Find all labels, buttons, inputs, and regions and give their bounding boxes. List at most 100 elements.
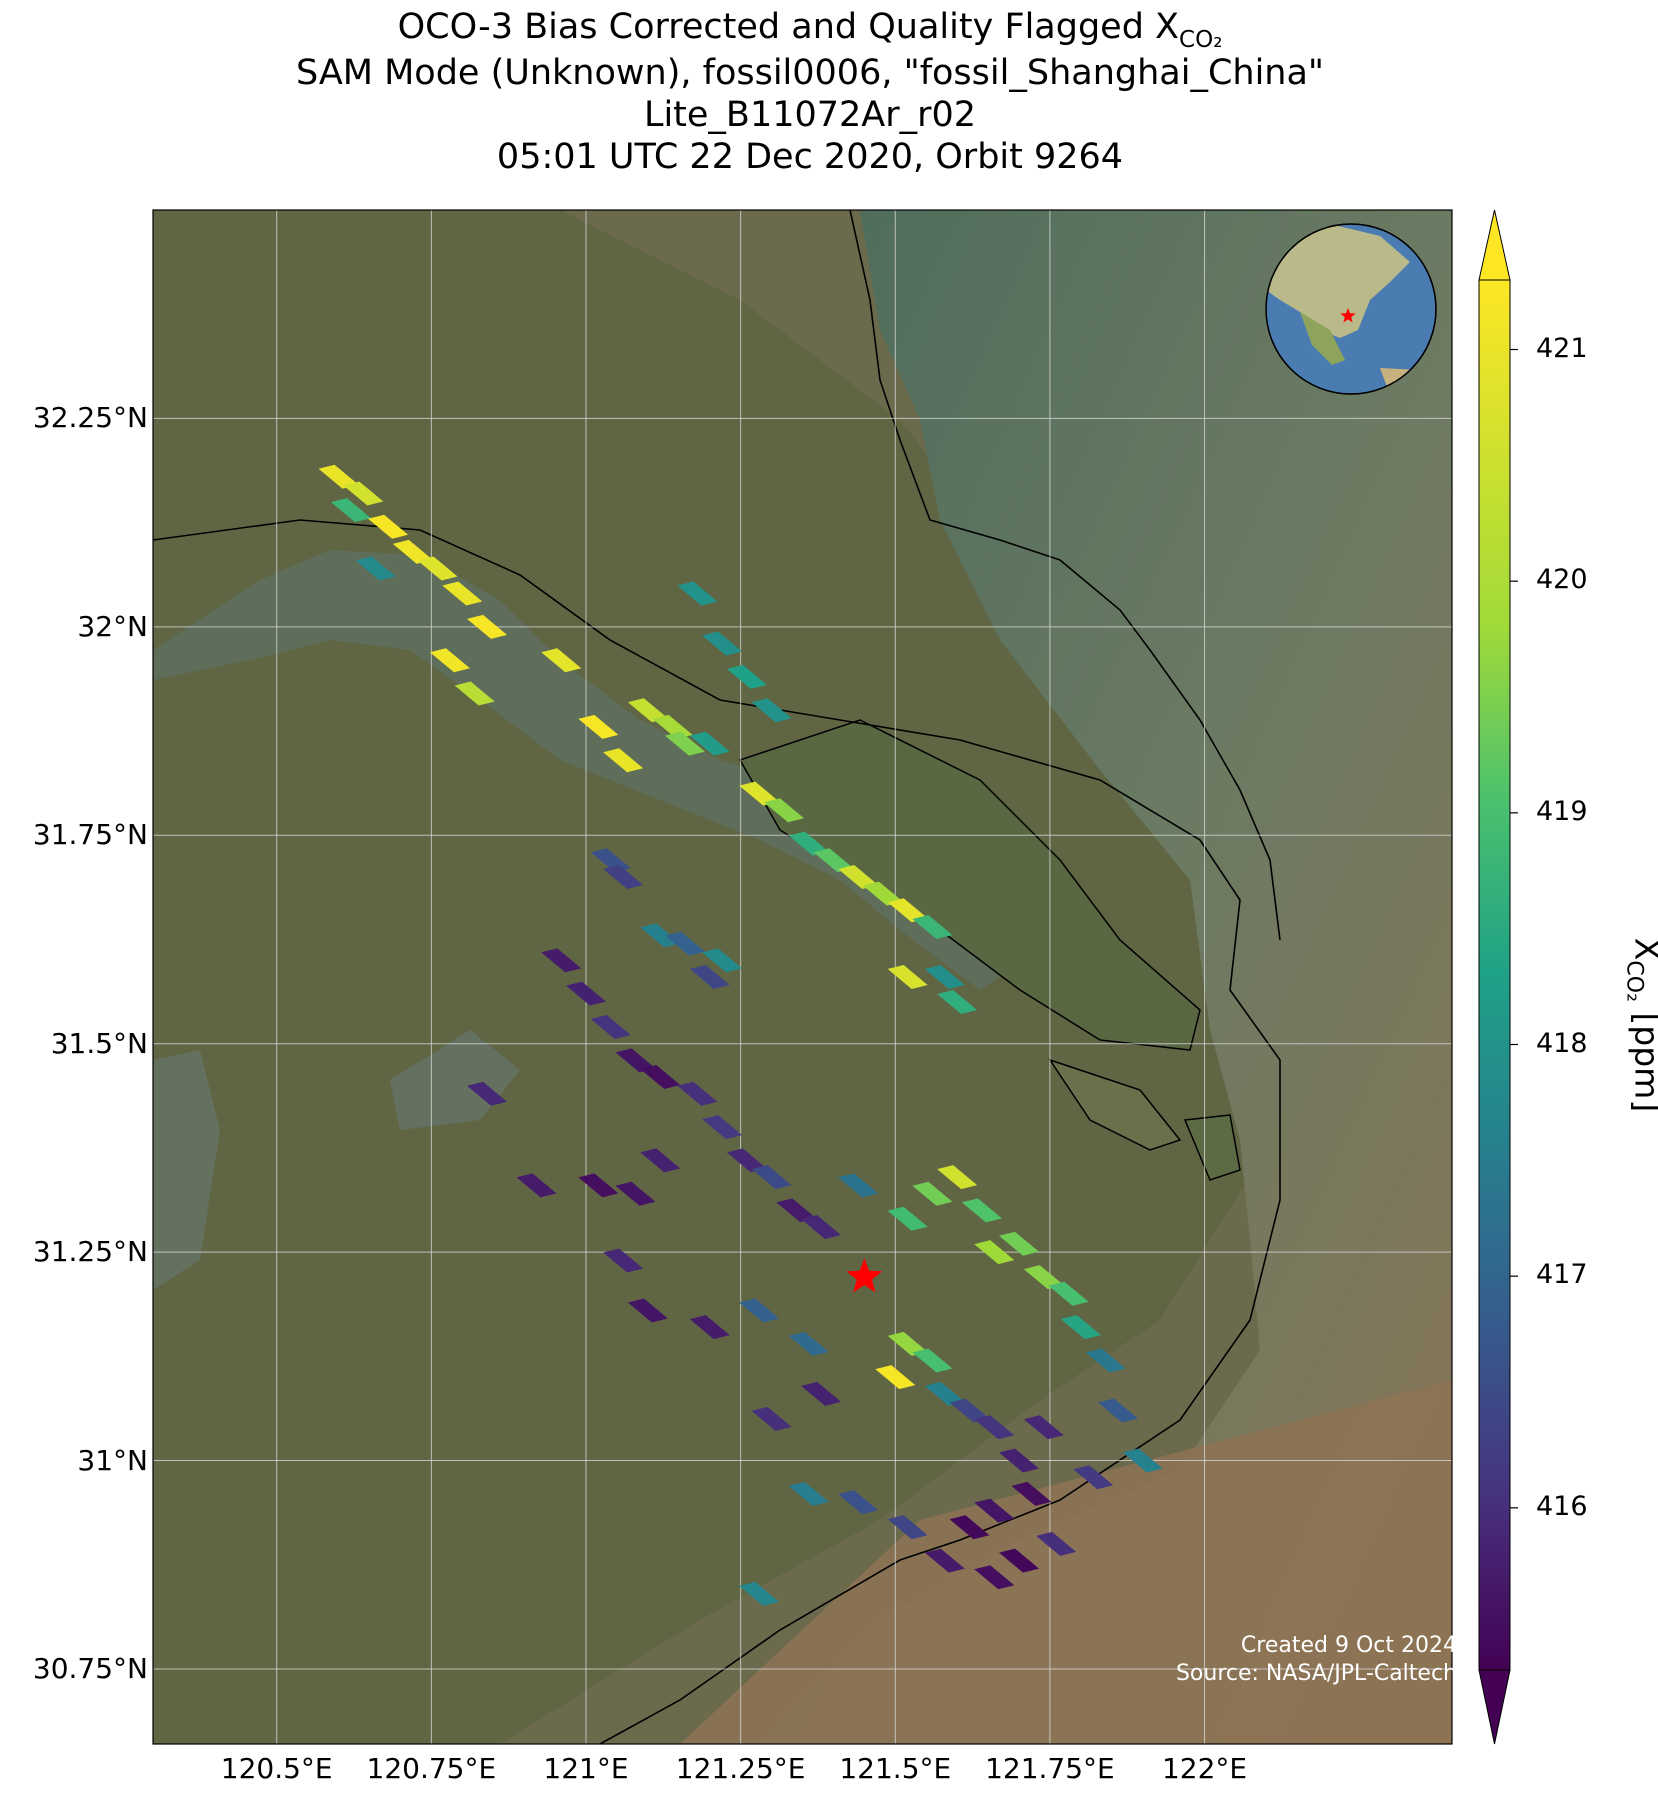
xco2-footprint	[467, 614, 508, 639]
xco2-footprint	[627, 698, 668, 723]
xco2-footprint	[392, 539, 433, 564]
xco2-footprint	[788, 1481, 829, 1506]
xco2-footprint	[603, 1248, 644, 1273]
xco2-footprint	[1122, 1448, 1163, 1473]
latitude-tick-label: 31.5°N	[50, 1026, 148, 1060]
xco2-footprint	[702, 631, 743, 656]
xco2-footprint	[615, 1048, 656, 1073]
xco2-footprint	[664, 731, 705, 756]
xco2-footprint	[937, 990, 978, 1015]
source-credit: Source: NASA/JPL-Caltech	[1175, 1661, 1457, 1686]
colorbar-tick-label: 416	[1536, 1490, 1588, 1522]
xco2-soundings	[318, 464, 1163, 1606]
xco2-footprint	[689, 1315, 730, 1340]
globe-star-marker	[1340, 308, 1356, 323]
globe-outline	[1265, 223, 1437, 395]
xco2-footprint	[726, 1148, 767, 1173]
colorbar	[1478, 209, 1518, 1745]
xco2-footprint	[1023, 1265, 1064, 1290]
xco2-footprint	[702, 948, 743, 973]
xco2-footprint	[838, 1490, 879, 1515]
xco2-footprint	[1060, 1315, 1101, 1340]
xco2-footprint	[689, 731, 730, 756]
xco2-footprint	[689, 965, 730, 989]
longitude-tick-label: 120.5°E	[220, 1752, 333, 1785]
xco2-footprint	[1048, 1281, 1089, 1306]
xco2-footprint	[640, 923, 681, 948]
changxing-island	[1048, 1058, 1182, 1151]
colorbar-tick-label: 420	[1536, 564, 1588, 596]
xco2-footprint	[739, 1298, 780, 1323]
xco2-footprint	[949, 1398, 990, 1423]
xco2-footprint	[590, 848, 631, 873]
xco2-footprint	[1073, 1465, 1114, 1490]
longitude-tick-label: 121°E	[543, 1752, 629, 1785]
xco2-footprint	[999, 1548, 1039, 1573]
east-china-sea	[760, 210, 1452, 1744]
xco2-footprint	[603, 864, 644, 889]
xco2-footprint	[949, 1515, 990, 1540]
colorbar-ramp	[1479, 280, 1510, 1670]
title-main-text: OCO-3 Bias Corrected and Quality Flagged…	[397, 7, 1180, 47]
hangzhou-bay	[680, 1380, 1452, 1744]
xco2-footprint	[862, 881, 903, 906]
xco2-footprint	[677, 1081, 718, 1106]
globe-asia	[1266, 224, 1410, 338]
xco2-footprint	[467, 1081, 508, 1106]
northern-shoreline	[849, 210, 1281, 941]
xco2-footprint	[429, 648, 470, 673]
xco2-footprint	[627, 1298, 668, 1323]
graticule	[153, 210, 1452, 1744]
basemap	[153, 210, 1452, 1744]
xco2-footprint	[887, 965, 928, 989]
xco2-footprint	[838, 1173, 879, 1198]
xco2-footprint	[776, 1198, 817, 1223]
map-title: OCO-3 Bias Corrected and Quality Flagged…	[150, 6, 1470, 178]
longitude-tick-label: 121.75°E	[985, 1752, 1115, 1785]
xco2-footprint	[887, 1331, 928, 1356]
coastline	[153, 519, 1281, 1744]
inset-globe	[1265, 223, 1437, 395]
xco2-footprint	[924, 1548, 965, 1573]
xco2-footprint	[912, 914, 953, 939]
title-line-2: SAM Mode (Unknown), fossil0006, "fossil_…	[295, 53, 1325, 93]
xco2-footprint	[590, 1015, 631, 1040]
xco2-footprint	[801, 1215, 842, 1240]
xco2-footprint	[318, 464, 359, 489]
yangtze-river	[153, 550, 1010, 990]
xco2-footprint	[1023, 1415, 1064, 1440]
xco2-footprint	[664, 931, 705, 956]
xco2-footprint	[516, 1173, 557, 1198]
latitude-tick-label: 31°N	[77, 1443, 148, 1477]
colorbar-label: XCO₂ [ppm]	[1621, 938, 1658, 1113]
latitude-tick-label: 32°N	[77, 609, 148, 643]
colorbar-tick-label: 418	[1536, 1027, 1588, 1059]
xco2-footprint	[961, 1198, 1002, 1223]
latitude-tick-label: 32.25°N	[32, 401, 148, 435]
target-star-marker	[846, 1258, 883, 1293]
colorbar-max-extend	[1478, 209, 1511, 281]
latitude-tick-label: 31.25°N	[32, 1235, 148, 1269]
xco2-footprint	[912, 1348, 953, 1373]
taihu-lake	[153, 1050, 220, 1290]
xco2-footprint	[924, 965, 965, 989]
xco2-footprint	[578, 714, 619, 739]
xco2-footprint	[1011, 1481, 1052, 1506]
xco2-footprint	[788, 1331, 829, 1356]
xco2-footprint	[640, 1148, 681, 1173]
xco2-footprint	[615, 1181, 656, 1206]
xco2-footprint	[999, 1448, 1039, 1473]
xco2-footprint	[887, 1515, 928, 1540]
xco2-footprint	[726, 664, 767, 689]
title-line-3: Lite_B11072Ar_r02	[643, 95, 977, 135]
xco2-footprint	[541, 648, 582, 673]
colorbar-tick-label: 419	[1536, 795, 1588, 827]
xco2-footprint	[541, 948, 582, 973]
xco2-footprint	[788, 831, 829, 856]
xco2-footprint	[763, 798, 804, 823]
xco2-footprint	[801, 1381, 842, 1406]
colorbar-tick-marks	[1510, 348, 1518, 1509]
xco2-footprint	[652, 714, 693, 739]
created-date: Created 9 Oct 2024	[1240, 1633, 1457, 1658]
xco2-footprint	[343, 481, 384, 506]
